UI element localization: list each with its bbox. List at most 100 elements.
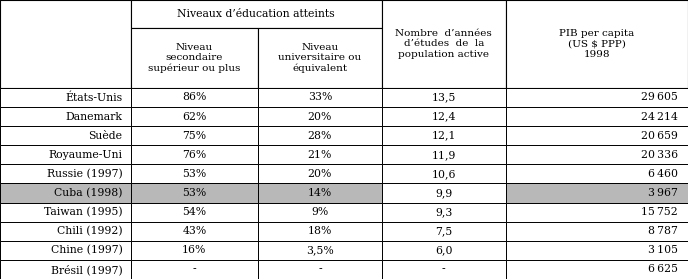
- Bar: [258, 241, 382, 260]
- Bar: [382, 0, 506, 88]
- Bar: [131, 0, 382, 28]
- Bar: [382, 203, 506, 222]
- Text: Danemark: Danemark: [65, 112, 122, 122]
- Bar: [0, 203, 131, 222]
- Text: 12,4: 12,4: [431, 112, 456, 122]
- Bar: [506, 184, 688, 203]
- Bar: [382, 222, 506, 241]
- Text: 7,5: 7,5: [435, 226, 453, 236]
- Bar: [0, 107, 131, 126]
- Text: Royaume-Uni: Royaume-Uni: [48, 150, 122, 160]
- Bar: [131, 28, 258, 88]
- Bar: [0, 241, 131, 260]
- Bar: [258, 222, 382, 241]
- Bar: [382, 145, 506, 164]
- Text: 8 787: 8 787: [648, 226, 678, 236]
- Bar: [258, 164, 382, 184]
- Text: 6 460: 6 460: [647, 169, 678, 179]
- Bar: [131, 107, 258, 126]
- Text: Chili (1992): Chili (1992): [57, 226, 122, 236]
- Bar: [131, 184, 258, 203]
- Bar: [506, 88, 688, 107]
- Text: 20 336: 20 336: [641, 150, 678, 160]
- Bar: [382, 241, 506, 260]
- Bar: [382, 107, 506, 126]
- Text: 16%: 16%: [182, 245, 206, 255]
- Text: Chine (1997): Chine (1997): [51, 245, 122, 256]
- Bar: [506, 164, 688, 184]
- Bar: [506, 203, 688, 222]
- Text: 53%: 53%: [182, 188, 206, 198]
- Text: Niveau
secondaire
supérieur ou plus: Niveau secondaire supérieur ou plus: [148, 43, 241, 73]
- Text: 6,0: 6,0: [435, 245, 453, 255]
- Bar: [258, 260, 382, 279]
- Bar: [506, 107, 688, 126]
- Text: 14%: 14%: [308, 188, 332, 198]
- Bar: [0, 145, 131, 164]
- Bar: [131, 241, 258, 260]
- Text: 12,1: 12,1: [431, 131, 456, 141]
- Text: 11,9: 11,9: [431, 150, 456, 160]
- Text: 53%: 53%: [182, 169, 206, 179]
- Text: 20 659: 20 659: [641, 131, 678, 141]
- Bar: [258, 184, 382, 203]
- Bar: [258, 145, 382, 164]
- Bar: [258, 126, 382, 145]
- Text: États-Unis: États-Unis: [65, 92, 122, 103]
- Bar: [0, 88, 131, 107]
- Text: -: -: [318, 264, 322, 275]
- Bar: [0, 0, 131, 88]
- Bar: [0, 164, 131, 184]
- Bar: [0, 260, 131, 279]
- Text: Suède: Suède: [89, 131, 122, 141]
- Text: 3,5%: 3,5%: [306, 245, 334, 255]
- Text: Brésil (1997): Brésil (1997): [51, 264, 122, 275]
- Bar: [0, 222, 131, 241]
- Text: 9%: 9%: [311, 207, 329, 217]
- Bar: [131, 145, 258, 164]
- Text: 3 105: 3 105: [647, 245, 678, 255]
- Bar: [382, 88, 506, 107]
- Bar: [506, 222, 688, 241]
- Text: -: -: [193, 264, 196, 275]
- Text: 3 967: 3 967: [648, 188, 678, 198]
- Bar: [131, 126, 258, 145]
- Bar: [506, 260, 688, 279]
- Bar: [382, 184, 506, 203]
- Text: 20%: 20%: [308, 112, 332, 122]
- Bar: [258, 107, 382, 126]
- Text: 21%: 21%: [308, 150, 332, 160]
- Text: PIB per capita
(US $ PPP)
1998: PIB per capita (US $ PPP) 1998: [559, 29, 634, 59]
- Text: 18%: 18%: [308, 226, 332, 236]
- Bar: [506, 145, 688, 164]
- Text: Niveaux d’éducation atteints: Niveaux d’éducation atteints: [178, 9, 335, 19]
- Text: 75%: 75%: [182, 131, 206, 141]
- Text: 9,3: 9,3: [435, 207, 453, 217]
- Text: 54%: 54%: [182, 207, 206, 217]
- Text: 20%: 20%: [308, 169, 332, 179]
- Text: Taiwan (1995): Taiwan (1995): [44, 207, 122, 217]
- Text: 76%: 76%: [182, 150, 206, 160]
- Text: Niveau
universitaire ou
équivalent: Niveau universitaire ou équivalent: [279, 43, 361, 73]
- Bar: [0, 184, 131, 203]
- Bar: [0, 126, 131, 145]
- Bar: [131, 164, 258, 184]
- Text: 28%: 28%: [308, 131, 332, 141]
- Bar: [506, 126, 688, 145]
- Text: 86%: 86%: [182, 92, 206, 102]
- Text: 15 752: 15 752: [641, 207, 678, 217]
- Text: 24 214: 24 214: [641, 112, 678, 122]
- Text: -: -: [442, 264, 446, 275]
- Text: 62%: 62%: [182, 112, 206, 122]
- Bar: [131, 222, 258, 241]
- Bar: [131, 88, 258, 107]
- Bar: [131, 203, 258, 222]
- Bar: [131, 260, 258, 279]
- Bar: [382, 126, 506, 145]
- Text: 43%: 43%: [182, 226, 206, 236]
- Bar: [506, 0, 688, 88]
- Text: 29 605: 29 605: [641, 92, 678, 102]
- Text: Cuba (1998): Cuba (1998): [54, 188, 122, 198]
- Bar: [258, 88, 382, 107]
- Bar: [258, 203, 382, 222]
